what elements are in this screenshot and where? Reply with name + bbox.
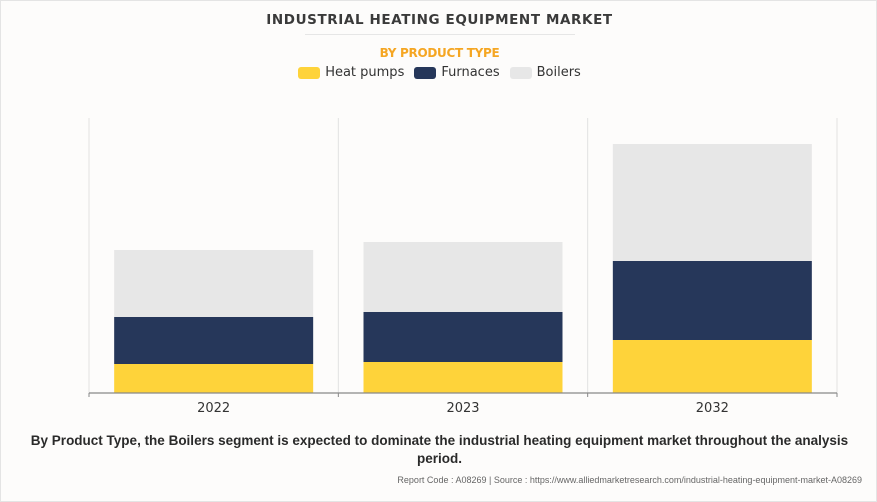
bar-furnaces-2023[interactable] — [363, 312, 563, 362]
legend-swatch-heat-pumps — [298, 66, 321, 79]
bar-heat-pumps-2023[interactable] — [363, 362, 563, 393]
x-tick-label: 2032 — [696, 401, 729, 416]
legend-item-furnaces[interactable]: Furnaces — [414, 65, 500, 80]
bar-heat-pumps-2032[interactable] — [612, 340, 812, 393]
legend-item-heat-pumps[interactable]: Heat pumps — [298, 65, 404, 80]
bar-boilers-2032[interactable] — [612, 144, 812, 261]
legend-label-boilers: Boilers — [536, 65, 581, 80]
bar-boilers-2022[interactable] — [114, 250, 314, 317]
legend-swatch-boilers — [509, 66, 532, 79]
legend-swatch-furnaces — [414, 66, 437, 79]
chart-title: INDUSTRIAL HEATING EQUIPMENT MARKET — [266, 12, 613, 28]
chart-subtitle: BY PRODUCT TYPE — [379, 46, 500, 60]
bar-heat-pumps-2022[interactable] — [114, 364, 314, 393]
bar-furnaces-2022[interactable] — [114, 317, 314, 364]
x-tick-label: 2022 — [197, 401, 230, 416]
bar-boilers-2023[interactable] — [363, 242, 563, 312]
legend-label-furnaces: Furnaces — [441, 65, 500, 80]
bar-furnaces-2032[interactable] — [612, 261, 812, 340]
legend: Heat pumps Furnaces Boilers — [1, 65, 877, 80]
source-footer: Report Code : A08269 | Source : https://… — [397, 475, 862, 485]
chart-caption: By Product Type, the Boilers segment is … — [30, 433, 849, 466]
legend-label-heat-pumps: Heat pumps — [325, 65, 405, 80]
legend-item-boilers[interactable]: Boilers — [509, 65, 581, 80]
stacked-bar-chart: 2022 2023 2032 — [88, 118, 838, 416]
x-tick-label: 2023 — [446, 401, 479, 416]
title-divider — [305, 34, 575, 35]
